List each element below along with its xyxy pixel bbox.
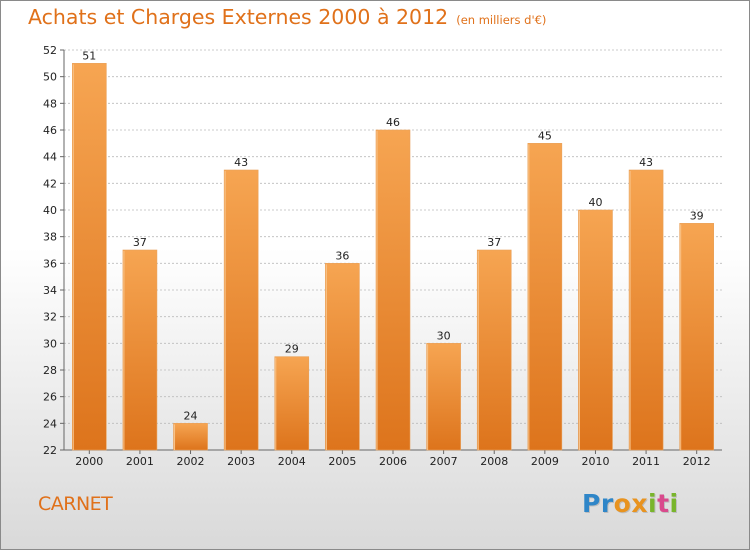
data-label: 43 bbox=[639, 156, 653, 169]
y-tick-label: 34 bbox=[43, 284, 57, 297]
x-tick-label: 2007 bbox=[430, 455, 458, 468]
bar bbox=[679, 223, 714, 451]
chart-title: Achats et Charges Externes 2000 à 2012 bbox=[28, 5, 449, 29]
data-label: 37 bbox=[487, 236, 501, 249]
chart-title-block: Achats et Charges Externes 2000 à 2012 (e… bbox=[28, 5, 546, 29]
bar bbox=[476, 249, 512, 451]
y-tick-label: 40 bbox=[43, 204, 57, 217]
y-tick-label: 46 bbox=[43, 124, 57, 137]
logo-letter: o bbox=[613, 489, 632, 518]
bar bbox=[527, 143, 563, 451]
data-label: 51 bbox=[82, 49, 96, 62]
data-label: 29 bbox=[285, 343, 299, 356]
y-tick-label: 32 bbox=[43, 311, 57, 324]
x-tick-label: 2010 bbox=[581, 455, 609, 468]
x-tick-label: 2003 bbox=[227, 455, 255, 468]
bar bbox=[325, 263, 360, 451]
bar bbox=[426, 343, 461, 451]
y-tick-label: 42 bbox=[43, 177, 57, 190]
x-tick-label: 2000 bbox=[75, 455, 103, 468]
y-tick-label: 22 bbox=[43, 444, 57, 457]
y-tick-label: 50 bbox=[43, 71, 57, 84]
logo-letter: t bbox=[657, 489, 670, 518]
y-tick-label: 48 bbox=[43, 97, 57, 110]
logo-letter: x bbox=[631, 489, 648, 518]
data-label: 43 bbox=[234, 156, 248, 169]
data-label: 40 bbox=[588, 196, 602, 209]
bar bbox=[375, 129, 411, 451]
y-tick-label: 38 bbox=[43, 231, 57, 244]
logo-letter: r bbox=[600, 489, 614, 518]
data-label: 30 bbox=[437, 329, 451, 342]
y-tick-label: 28 bbox=[43, 364, 57, 377]
logo-letter: i bbox=[648, 489, 658, 518]
y-tick-label: 30 bbox=[43, 337, 57, 350]
chart-subtitle: (en milliers d'€) bbox=[456, 13, 547, 27]
x-tick-label: 2009 bbox=[531, 455, 559, 468]
x-tick-label: 2008 bbox=[480, 455, 508, 468]
commune-name: CARNET bbox=[38, 493, 113, 515]
x-tick-label: 2001 bbox=[126, 455, 154, 468]
logo-letter: i bbox=[669, 489, 679, 518]
data-label: 37 bbox=[133, 236, 147, 249]
bar bbox=[72, 63, 107, 451]
data-label: 36 bbox=[335, 249, 349, 262]
x-tick-label: 2012 bbox=[683, 455, 711, 468]
logo-letter: P bbox=[582, 489, 601, 518]
data-label: 24 bbox=[184, 409, 198, 422]
y-tick-label: 52 bbox=[43, 44, 57, 57]
labels: 22 24 26 28 30 32 34 36 38 40 42 44 46 48 50 52 51 2000 37… bbox=[43, 44, 711, 468]
bar bbox=[122, 249, 158, 451]
bar bbox=[628, 169, 664, 451]
x-tick-label: 2011 bbox=[632, 455, 660, 468]
data-label: 45 bbox=[538, 129, 552, 142]
data-label: 46 bbox=[386, 116, 400, 129]
data-label: 39 bbox=[690, 209, 704, 222]
x-tick-label: 2004 bbox=[278, 455, 306, 468]
x-tick-label: 2005 bbox=[328, 455, 356, 468]
y-tick-label: 44 bbox=[43, 151, 57, 164]
x-tick-label: 2002 bbox=[177, 455, 205, 468]
y-tick-label: 24 bbox=[43, 417, 57, 430]
bars bbox=[72, 63, 714, 451]
x-tick-label: 2006 bbox=[379, 455, 407, 468]
bar bbox=[223, 169, 259, 451]
bar bbox=[274, 356, 310, 451]
bar bbox=[173, 423, 208, 451]
y-tick-label: 36 bbox=[43, 257, 57, 270]
bar bbox=[578, 209, 613, 451]
proxiti-logo[interactable]: Proxiti bbox=[582, 489, 679, 518]
y-tick-label: 26 bbox=[43, 391, 57, 404]
